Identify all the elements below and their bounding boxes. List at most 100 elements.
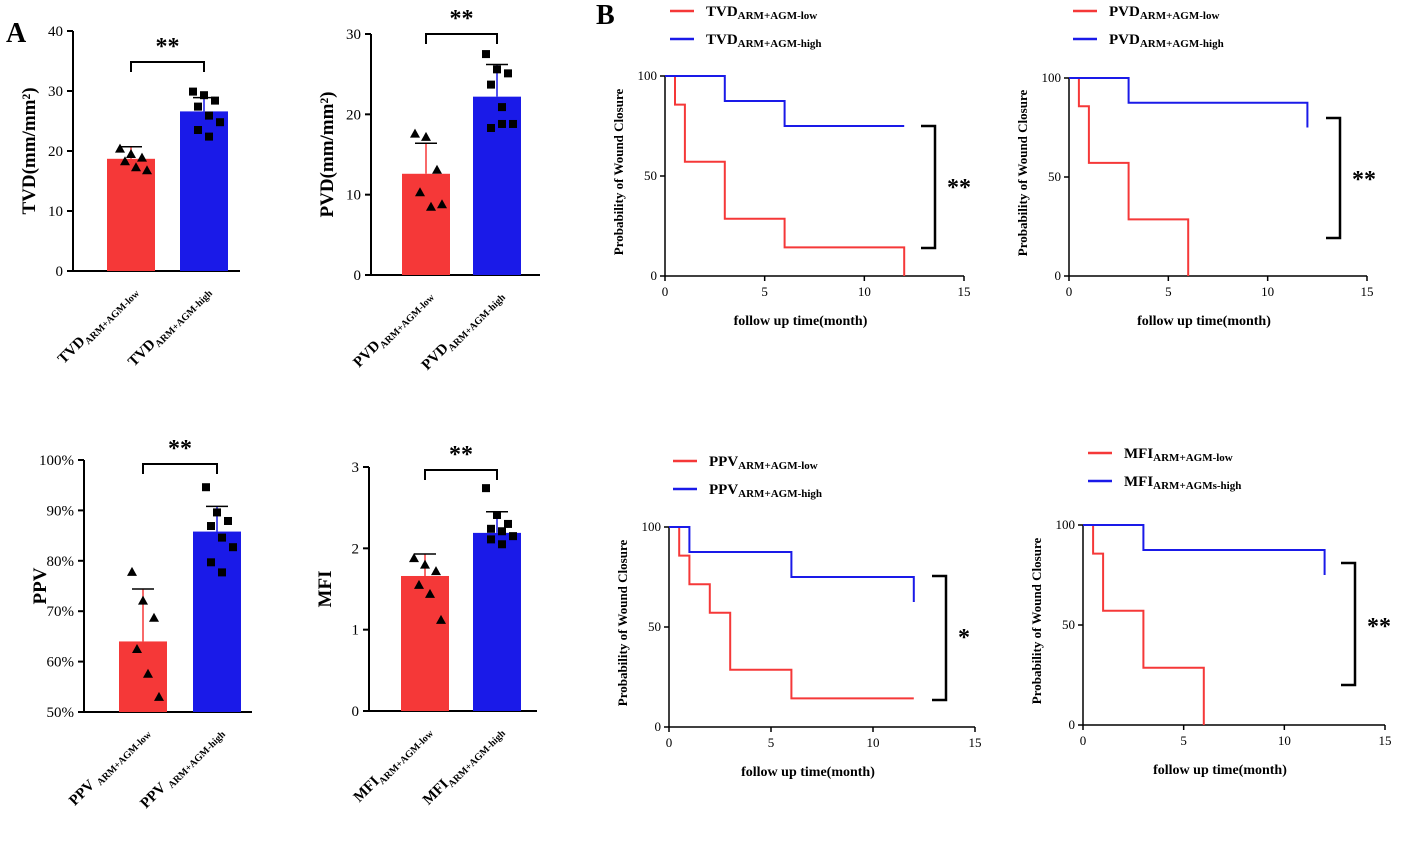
data-point [415,187,425,197]
data-point [189,87,197,96]
x-tick-label: 15 [958,284,971,299]
text-part: MFI [1124,474,1153,490]
y-tick-label: 30 [346,27,361,43]
text-part: ARM+AGM-high [153,288,215,350]
survival-curve [669,526,914,700]
survival-curve [669,526,915,602]
survival-curve [1083,524,1326,575]
data-point [432,164,442,174]
significance-bracket [142,463,218,474]
data-point [498,103,506,112]
data-point [207,522,215,531]
significance-label: ** [1352,167,1376,193]
data-point [211,96,219,105]
legend-entry: MFIARM+AGMs-high [1124,474,1241,492]
data-point [229,543,237,552]
data-point [202,483,210,492]
y-axis-label: Probability of Wound Closure [1029,538,1044,705]
text-part: PVD [1109,4,1140,20]
text-part: ARM+AGM-high [446,728,508,790]
significance-bracket [130,61,205,72]
data-point [493,510,501,519]
data-point [154,691,164,701]
data-point [509,119,517,128]
x-tick-label: 5 [768,735,775,750]
y-tick-label: 50 [648,619,661,634]
y-tick-label: 0 [651,268,658,283]
bar [119,641,167,712]
x-axis-label: follow up time(month) [741,765,875,780]
bar [107,158,155,271]
data-point [482,50,490,59]
data-point [218,533,226,542]
data-point [498,540,506,549]
panel-label-a: A [6,18,27,49]
data-point [126,149,136,158]
significance-bracket [921,124,937,250]
text-part: ARM+AGM-low [83,288,142,347]
km-chart-km_tvd: 0 5 10 15 0 50 100 follow up time(month) Probabi… [611,4,971,329]
x-axis-label: follow up time(month) [1153,763,1287,778]
text-part: ARM+AGM-high [166,729,228,791]
y-tick-label: 10 [346,188,361,204]
survival-curve [665,75,906,276]
text-part: ARM+AGM-low [738,10,818,22]
y-axis-label: Probability of Wound Closure [611,89,626,256]
y-tick-label: 50 [1048,169,1061,184]
data-point [143,668,153,678]
data-point [224,516,232,525]
significance-label: ** [156,34,180,60]
data-point [487,524,495,533]
text-part: TVD [706,32,738,48]
significance-bracket [1341,561,1357,687]
x-tick-label: 10 [1278,733,1291,748]
text-part: ARM+AGMs-high [1153,480,1241,492]
x-tick-label: 15 [1361,284,1374,299]
data-point [149,612,159,622]
text-part: PVD [1109,32,1140,48]
data-point [207,558,215,567]
data-point [409,553,419,563]
x-tick-label: 15 [969,735,982,750]
data-point [218,568,226,577]
y-tick-label: 30 [48,84,63,100]
x-tick-label: 10 [1261,284,1274,299]
km-chart-km_mfi: 0 5 10 15 0 50 100 follow up time(month) Probabi… [1029,446,1392,778]
data-point [426,201,436,211]
significance-label: ** [450,6,474,32]
x-tick-label: 5 [1165,284,1172,299]
data-point [142,165,152,175]
data-point [194,102,202,111]
data-point [194,126,202,134]
y-tick-label: 100 [638,68,658,83]
y-axis-label: PPV [30,567,51,604]
data-point [504,69,512,78]
y-tick-label: 0 [655,719,662,734]
data-point [487,80,495,89]
x-tick-label: 0 [662,284,669,299]
x-tick-label: 10 [858,284,871,299]
text-part: PPV [709,482,738,498]
data-point [425,588,435,598]
data-point [504,519,512,528]
y-tick-label: 10 [48,204,63,220]
bar-chart-tvd: 010203040TVD(mm/mm²)TVDARM+AGM-lowTVDARM… [19,24,240,370]
data-point [216,118,224,127]
data-point [120,156,130,166]
y-tick-label: 100 [642,519,662,534]
y-tick-label: 100% [39,453,74,469]
text-part: ARM+AGM-low [1140,10,1220,22]
data-point [436,614,446,624]
data-point [213,508,221,517]
y-tick-label: 90% [47,503,75,519]
legend-entry: PVDARM+AGM-high [1109,32,1224,50]
y-tick-label: 0 [1069,717,1076,732]
significance-label: ** [449,442,473,468]
data-point [137,152,147,162]
data-point [138,595,148,605]
data-point [498,527,506,536]
x-tick-label: 5 [761,284,768,299]
text-part: PPV [709,454,738,470]
